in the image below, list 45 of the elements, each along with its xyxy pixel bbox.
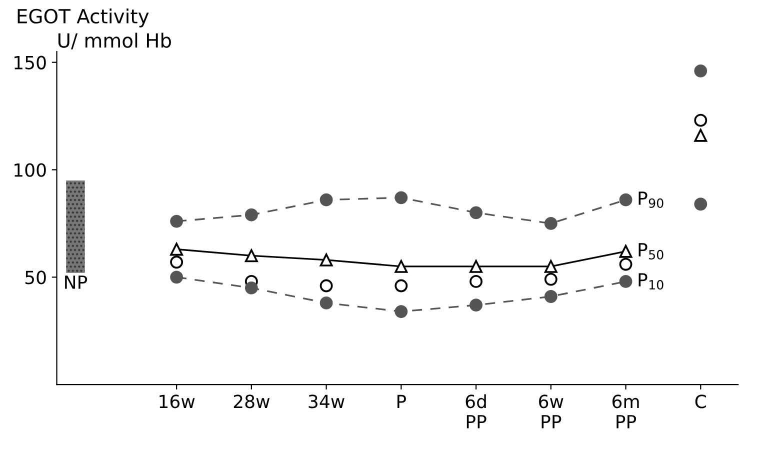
x-tick-label: 16w	[160, 394, 195, 408]
x-tick-label: 6m PP	[612, 394, 639, 428]
x-tick-label: C	[695, 394, 706, 408]
point	[320, 279, 333, 292]
y-tick-label: 50	[25, 270, 46, 284]
point	[394, 279, 408, 292]
point	[470, 260, 482, 273]
point	[320, 296, 333, 310]
x-tick-label: 6w PP	[539, 394, 564, 428]
point	[470, 206, 482, 220]
point	[244, 281, 258, 294]
point	[170, 214, 184, 228]
point	[170, 270, 184, 284]
point	[694, 114, 708, 127]
point	[619, 258, 632, 271]
point	[470, 298, 482, 312]
point	[619, 193, 632, 206]
point	[619, 275, 632, 288]
y-tick-label: 150	[14, 56, 46, 70]
x-tick-label: 28w	[234, 394, 270, 408]
x-tick-label: P	[397, 394, 406, 408]
series-label: NP	[65, 276, 88, 289]
point	[544, 260, 558, 273]
point	[244, 249, 258, 262]
point	[394, 191, 408, 204]
point	[320, 254, 333, 266]
point	[170, 256, 184, 269]
point	[470, 275, 482, 288]
point	[394, 260, 408, 273]
point	[170, 242, 184, 256]
point	[544, 272, 558, 286]
chart-title: EGOT Activity	[18, 8, 149, 28]
series-label: P$_{10}$	[638, 273, 664, 290]
point	[394, 305, 408, 318]
x-tick-label: 6d PP	[466, 394, 486, 428]
y-tick-label: 100	[14, 163, 46, 177]
point	[320, 193, 333, 206]
point	[544, 216, 558, 230]
point	[619, 244, 632, 258]
point	[244, 208, 258, 222]
point	[544, 290, 558, 303]
series-label: P$_{90}$	[638, 192, 664, 208]
x-tick-label: 34w	[308, 394, 344, 408]
series-label: P$_{50}$	[638, 243, 664, 260]
y-axis-title: U/ mmol Hb	[58, 32, 172, 50]
